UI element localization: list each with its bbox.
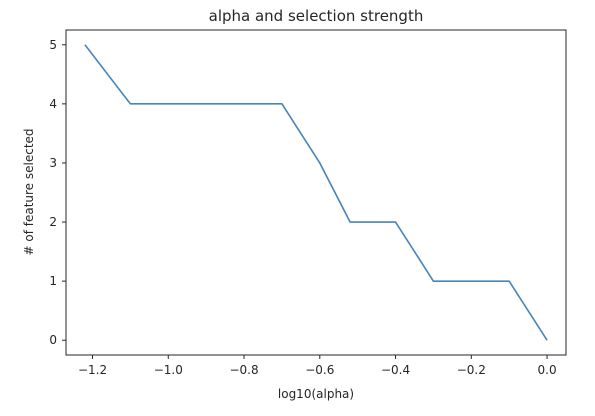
y-axis-label: # of feature selected	[22, 128, 36, 255]
x-tick-label: −0.2	[457, 363, 486, 377]
x-tick-label: 0.0	[538, 363, 557, 377]
y-tick-label: 3	[49, 156, 57, 170]
chart-title: alpha and selection strength	[209, 7, 424, 25]
y-tick-label: 5	[49, 38, 57, 52]
x-tick-label: −0.6	[305, 363, 334, 377]
y-tick-label: 0	[49, 333, 57, 347]
x-axis-ticks: −1.2 −1.0 −0.8 −0.6 −0.4 −0.2 0.0	[78, 355, 557, 377]
x-tick-label: −0.8	[229, 363, 258, 377]
series-line	[84, 44, 548, 341]
x-tick-label: −1.2	[78, 363, 107, 377]
x-tick-label: −1.0	[154, 363, 183, 377]
x-axis-label: log10(alpha)	[278, 387, 354, 401]
y-tick-label: 4	[49, 97, 57, 111]
x-tick-label: −0.4	[381, 363, 410, 377]
plot-frame	[65, 29, 567, 356]
y-tick-label: 2	[49, 215, 57, 229]
y-tick-label: 1	[49, 274, 57, 288]
y-axis-ticks: 0 1 2 3 4 5	[49, 38, 66, 347]
